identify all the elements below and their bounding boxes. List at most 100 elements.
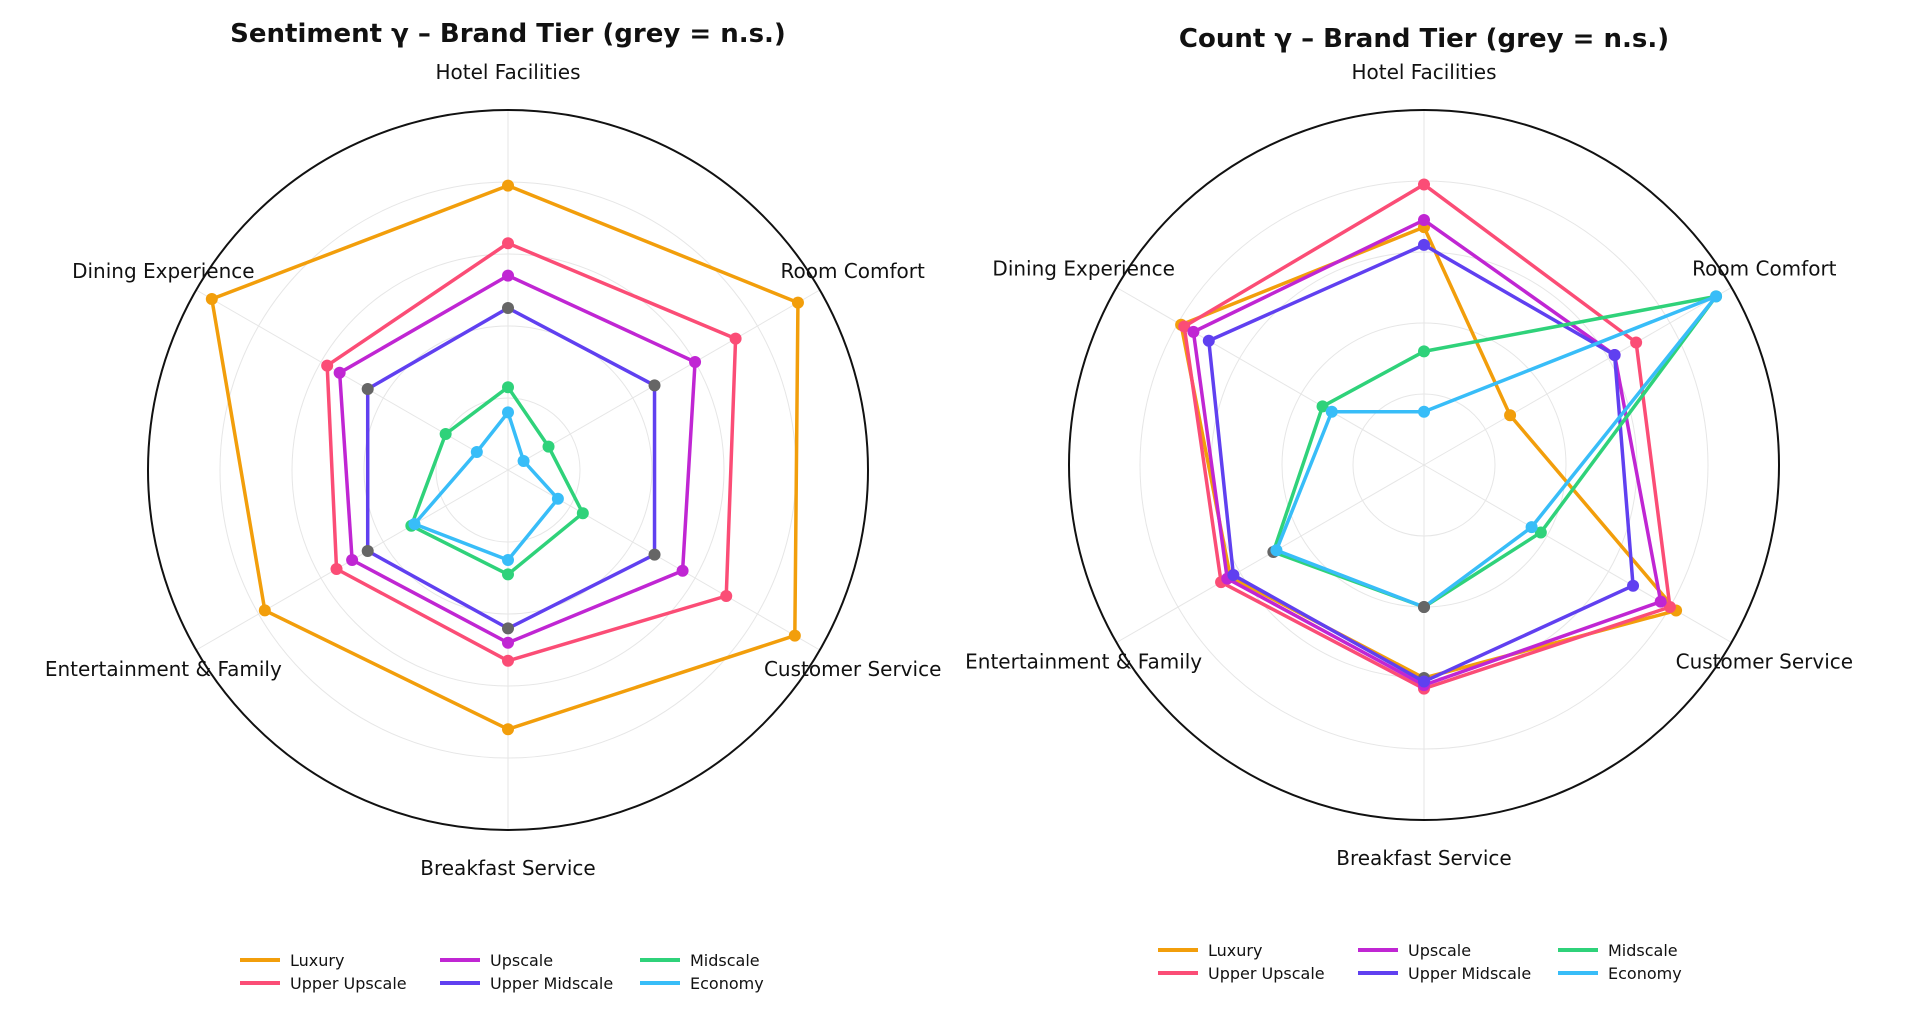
chart-title-count: Count γ – Brand Tier (grey = n.s.) — [1179, 24, 1669, 54]
grid-spoke — [195, 289, 509, 471]
axis-label: Breakfast Service — [1336, 846, 1511, 870]
data-point — [1325, 405, 1338, 418]
data-point — [576, 507, 589, 520]
data-point — [361, 383, 374, 395]
axis-label: Customer Service — [764, 657, 941, 681]
data-point — [502, 237, 514, 250]
legend-item: Upper Upscale — [240, 974, 407, 993]
data-point — [502, 406, 514, 419]
axis-label: Customer Service — [1676, 650, 1853, 674]
legend-item: Upscale — [1358, 941, 1471, 960]
data-point — [729, 332, 742, 345]
data-point — [502, 554, 514, 566]
legend-label: Upper Upscale — [290, 974, 407, 993]
data-point — [788, 629, 801, 642]
legend-item: Upper Midscale — [1358, 964, 1531, 983]
legend-label: Upper Midscale — [490, 974, 613, 993]
legend-label: Economy — [1608, 964, 1682, 983]
data-point — [1654, 595, 1667, 608]
grid-spoke — [507, 289, 821, 471]
data-point — [439, 428, 452, 440]
data-point — [1630, 336, 1643, 349]
data-point — [1227, 569, 1240, 582]
legend-item: Upper Midscale — [440, 974, 613, 993]
sentiment-radar-chart: Sentiment γ – Brand Tier (grey = n.s.) H… — [45, 19, 942, 993]
data-point — [1663, 601, 1676, 613]
grid-spoke — [1423, 287, 1732, 466]
data-point — [1418, 675, 1430, 688]
data-point — [346, 554, 359, 566]
legend-item: Upper Upscale — [1158, 964, 1325, 983]
series-line-upscale — [337, 273, 697, 645]
data-point — [676, 564, 689, 577]
legend-label: Upscale — [490, 951, 553, 970]
axis-label: Hotel Facilities — [1351, 60, 1496, 84]
axis-label: Breakfast Service — [420, 856, 595, 880]
legend-item: Economy — [1558, 964, 1682, 983]
data-point — [1608, 348, 1621, 361]
data-point — [517, 455, 530, 467]
count-radar-chart: Count γ – Brand Tier (grey = n.s.) Hotel… — [965, 24, 1853, 983]
legend-label: Upscale — [1408, 941, 1471, 960]
data-point — [502, 654, 514, 667]
legend-label: Luxury — [1208, 941, 1262, 960]
data-point — [689, 356, 702, 368]
legend-item: Economy — [640, 974, 764, 993]
data-point — [502, 622, 514, 635]
legend-label: Midscale — [690, 951, 760, 970]
data-point — [1418, 238, 1430, 251]
data-point — [1418, 345, 1430, 358]
data-point — [502, 723, 514, 736]
data-point — [542, 440, 555, 453]
data-point — [1270, 544, 1283, 557]
legend-item: Midscale — [1558, 941, 1678, 960]
data-point — [408, 518, 421, 530]
data-point — [502, 302, 514, 314]
outer-frame — [147, 109, 869, 831]
data-point — [470, 446, 483, 458]
chart-title-sentiment: Sentiment γ – Brand Tier (grey = n.s.) — [230, 19, 786, 49]
axis-label: Room Comfort — [1692, 257, 1836, 281]
data-point — [502, 381, 514, 394]
grid-spoke — [1116, 287, 1425, 466]
legend-label: Economy — [690, 974, 764, 993]
data-point — [1187, 325, 1200, 338]
data-point — [333, 366, 346, 379]
data-point — [1710, 290, 1723, 303]
legend-item: Midscale — [640, 951, 760, 970]
data-point — [502, 568, 514, 581]
legend-item: Luxury — [240, 951, 344, 970]
outer-frame — [1068, 109, 1780, 821]
data-point — [502, 269, 514, 282]
legend-item: Luxury — [1158, 941, 1262, 960]
data-point — [648, 379, 661, 392]
legend-label: Upper Upscale — [1208, 964, 1325, 983]
axis-label: Dining Experience — [992, 257, 1174, 281]
data-point — [1534, 526, 1547, 539]
data-point — [791, 296, 804, 309]
data-point — [1178, 320, 1191, 333]
data-point — [1418, 405, 1430, 418]
data-point — [1418, 178, 1430, 191]
data-point — [258, 604, 271, 617]
data-point — [205, 293, 218, 305]
legend-label: Luxury — [290, 951, 344, 970]
series-line-upper-upscale — [1182, 182, 1672, 691]
legend-label: Upper Midscale — [1408, 964, 1531, 983]
axis-label: Entertainment & Family — [45, 657, 282, 681]
data-point — [502, 636, 514, 649]
data-point — [648, 548, 661, 561]
data-point — [1418, 601, 1430, 613]
legend-label: Midscale — [1608, 941, 1678, 960]
data-point — [1202, 334, 1215, 347]
axis-label: Room Comfort — [781, 259, 925, 283]
data-point — [1525, 521, 1538, 534]
data-point — [330, 563, 343, 575]
legend-item: Upscale — [440, 951, 553, 970]
axis-label: Dining Experience — [72, 259, 254, 283]
grid-spoke — [1423, 464, 1732, 643]
series-line-upper-upscale — [325, 241, 738, 663]
data-point — [1418, 214, 1430, 227]
data-point — [361, 545, 374, 557]
